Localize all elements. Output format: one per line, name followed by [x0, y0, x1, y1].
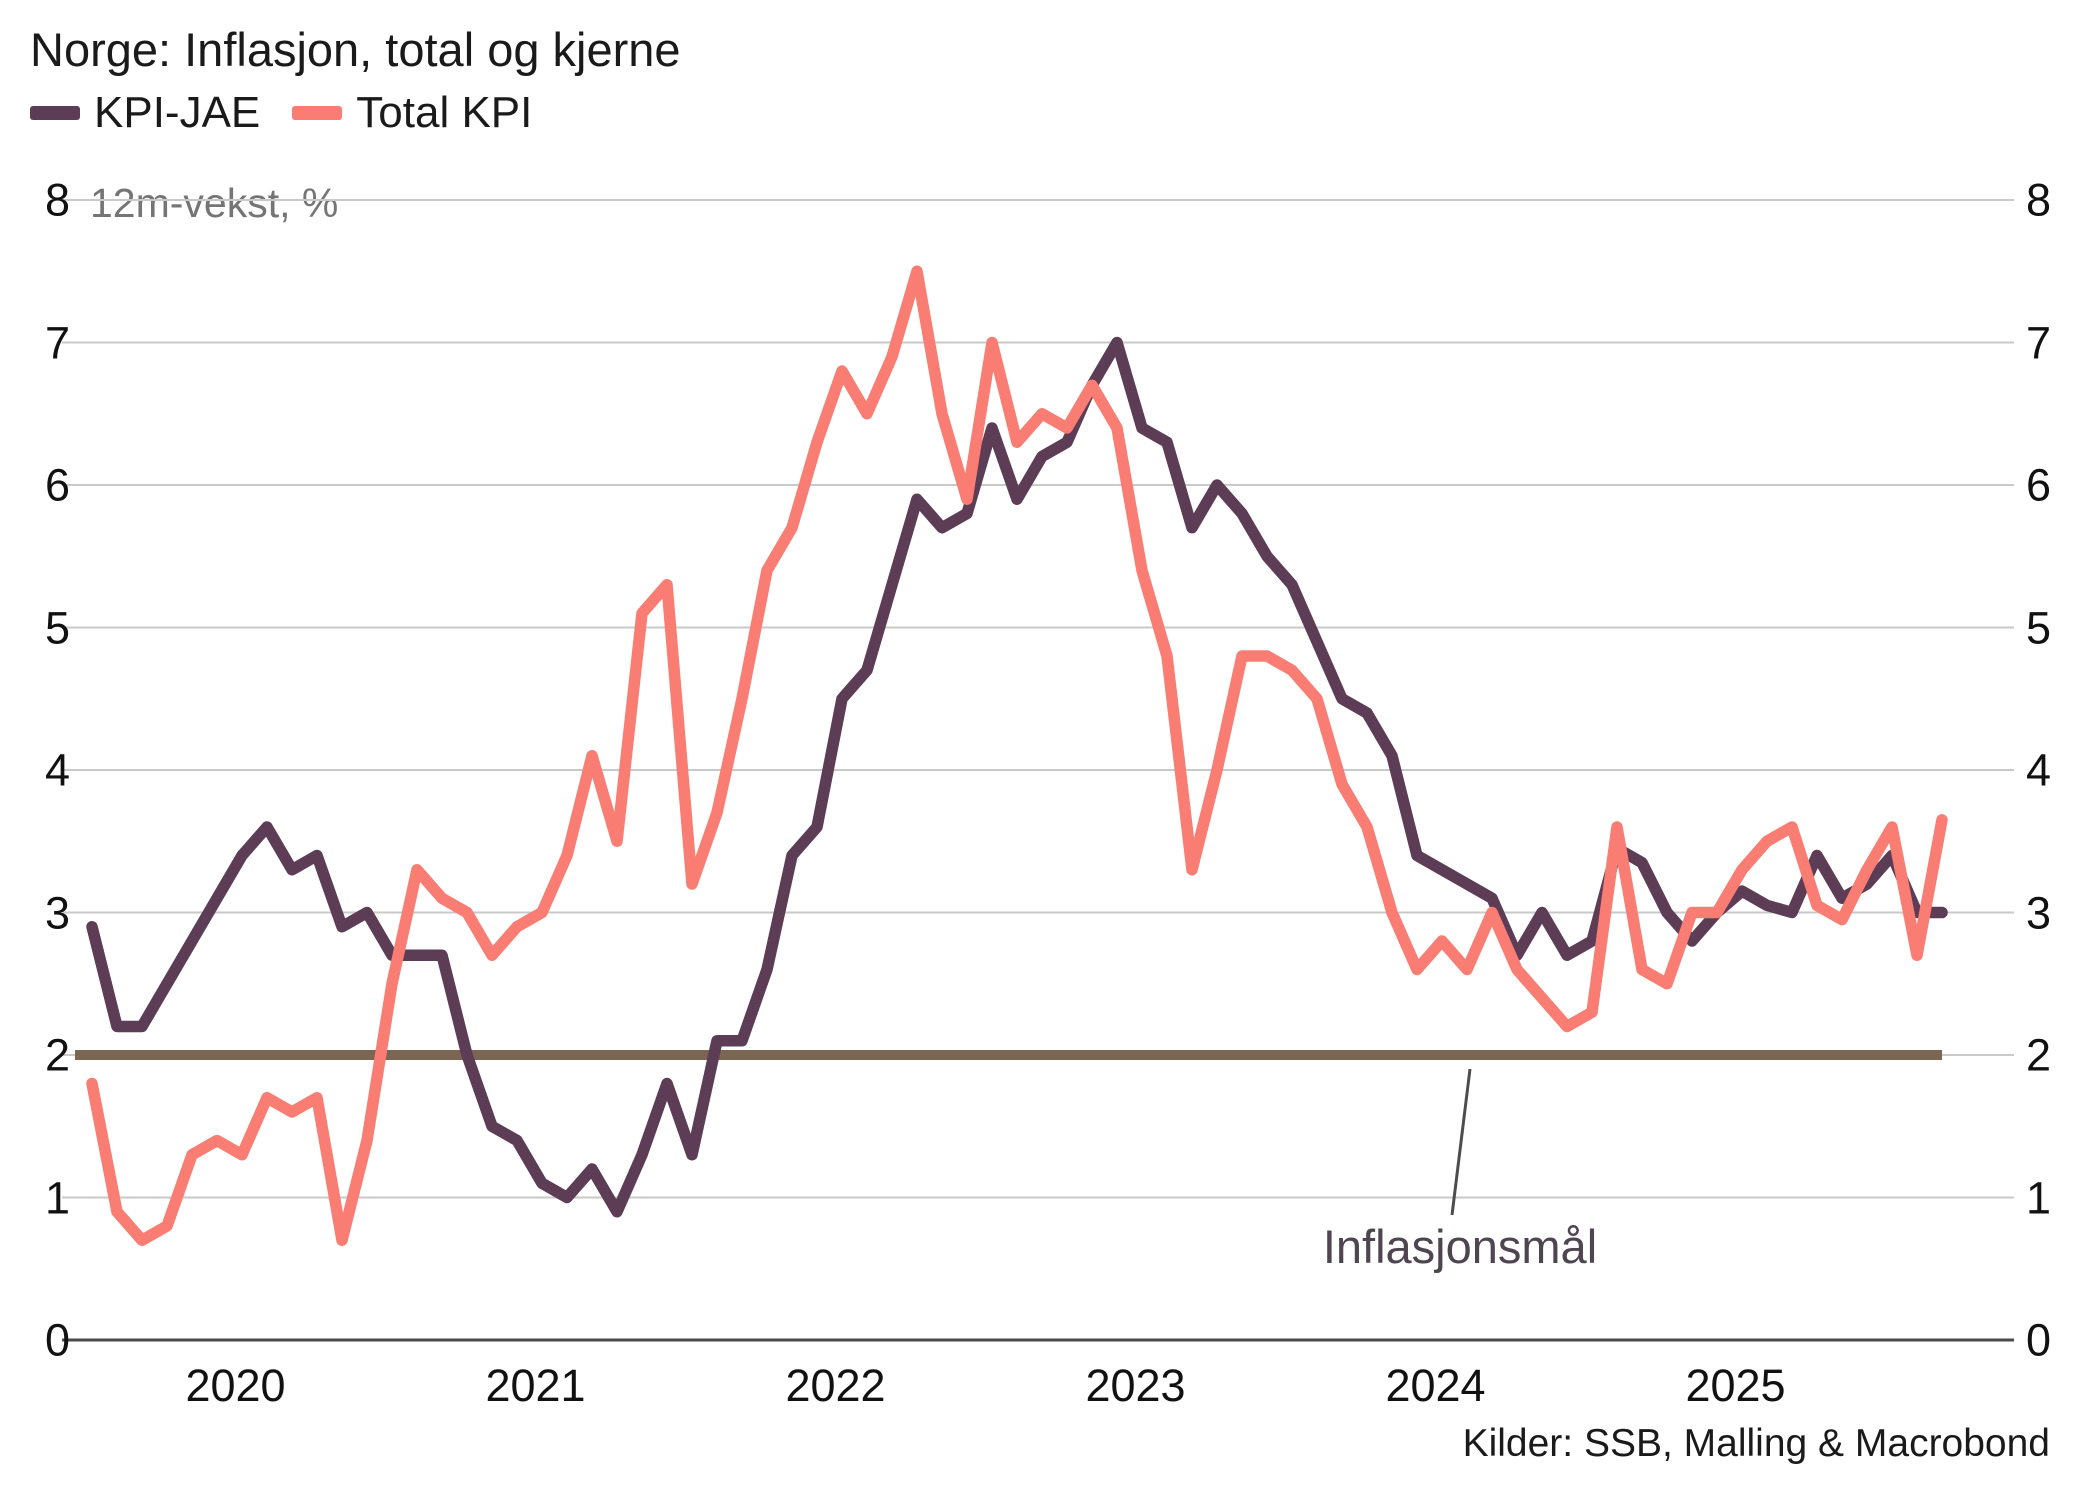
legend-item-kpi-jae: KPI-JAE: [30, 88, 260, 138]
series-line-total-kpi: [86, 265, 1948, 1246]
y-tick-label-left-6: 6: [44, 459, 70, 511]
unit-note: 12m-vekst, %: [90, 180, 339, 226]
y-tick-label-right-0: 0: [2026, 1314, 2052, 1366]
legend-label-kpi-jae: KPI-JAE: [94, 88, 261, 137]
annotation-pointer-line: [1450, 1068, 1472, 1216]
y-tick-label-left-7: 7: [44, 317, 70, 368]
y-tick-label-left-2: 2: [44, 1029, 70, 1081]
y-tick-label-right-2: 2: [2026, 1029, 2052, 1081]
x-tick-label-2024: 2024: [1385, 1360, 1486, 1411]
y-tick-label-left-5: 5: [44, 602, 70, 653]
y-tick-label-right-4: 4: [2026, 744, 2052, 796]
chart-title: Norge: Inflasjon, total og kjerne: [30, 23, 681, 76]
y-tick-label-right-8: 8: [2026, 174, 2052, 226]
target-line-label: Inflasjonsmål: [1322, 1220, 1598, 1273]
total-kpi-swatch-icon: [292, 106, 343, 120]
legend-label-total-kpi: Total KPI: [356, 88, 533, 137]
y-tick-label-right-6: 6: [2026, 459, 2052, 511]
y-tick-label-left-4: 4: [44, 744, 70, 796]
x-tick-label-2022: 2022: [785, 1360, 886, 1411]
source-note: Kilder: SSB, Malling & Macrobond: [1462, 1422, 2050, 1465]
x-tick-label-2021: 2021: [485, 1360, 586, 1411]
x-tick-label-2025: 2025: [1685, 1360, 1786, 1411]
kpi-jae-swatch-icon: [30, 106, 80, 120]
series-line-kpi-jae: [86, 336, 1948, 1218]
y-tick-label-left-1: 1: [44, 1172, 70, 1223]
y-tick-label-right-3: 3: [2026, 887, 2052, 938]
y-tick-label-right-7: 7: [2026, 317, 2052, 368]
y-tick-label-right-1: 1: [2026, 1172, 2052, 1223]
y-tick-label-left-3: 3: [44, 887, 70, 938]
y-tick-label-right-5: 5: [2026, 602, 2052, 653]
y-tick-label-left-8: 8: [44, 174, 70, 226]
legend-item-total-kpi: Total KPI: [292, 88, 532, 138]
y-tick-label-left-0: 0: [44, 1314, 70, 1366]
x-tick-label-2020: 2020: [185, 1360, 286, 1411]
x-tick-label-2023: 2023: [1085, 1360, 1186, 1411]
chart-legend: KPI-JAE Total KPI: [30, 88, 550, 138]
